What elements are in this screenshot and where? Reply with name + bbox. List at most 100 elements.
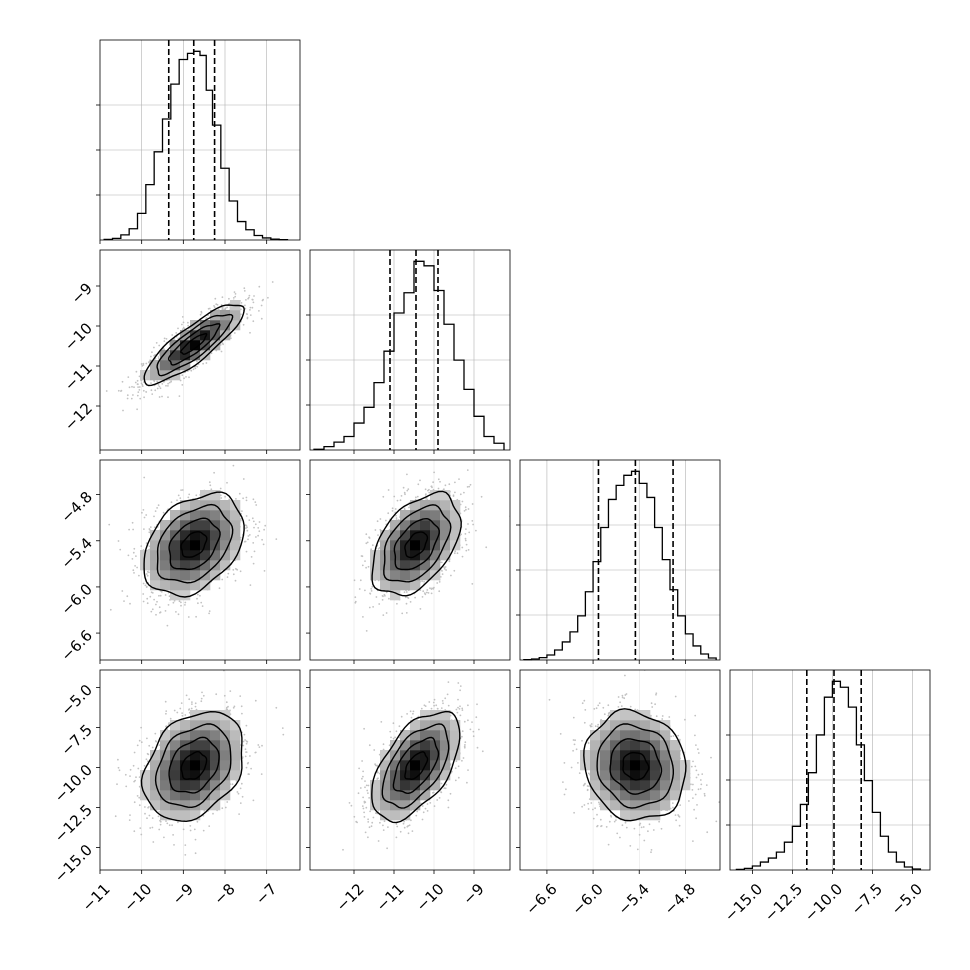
density-cell [180, 780, 191, 791]
density-cell [430, 560, 441, 571]
density-cell [410, 530, 421, 541]
density-cell [230, 740, 241, 751]
y-tick-label: −10 [61, 319, 96, 354]
density-cell [150, 580, 161, 591]
density-cell [160, 770, 171, 781]
contour-line [168, 736, 220, 794]
density-cell [640, 760, 651, 771]
density-cell [660, 760, 671, 771]
density-cell [170, 580, 181, 591]
density-cell [430, 540, 441, 551]
density-cell [620, 730, 631, 741]
density-cell [670, 750, 681, 761]
density-cell [170, 730, 181, 741]
density-cell [410, 780, 421, 791]
density-cell [400, 740, 411, 751]
density-cell [160, 810, 171, 821]
density-cell [420, 730, 431, 741]
density-cell [150, 770, 161, 781]
density-cell [590, 730, 601, 741]
density-cell [170, 570, 181, 581]
x-tick-label: −15.0 [721, 880, 766, 925]
density-cell [400, 810, 411, 821]
density-cell [640, 780, 651, 791]
density-cell [660, 800, 671, 811]
density-cell [630, 760, 641, 771]
histogram-step-line [103, 50, 289, 241]
density-cell [160, 550, 171, 561]
density-cell [590, 740, 601, 751]
density-cell [190, 510, 201, 521]
density-cell [420, 790, 431, 801]
density-cell [620, 720, 631, 731]
density-cell [420, 550, 431, 561]
density-cell [400, 580, 411, 591]
density-cell [230, 540, 241, 551]
density-cell [410, 720, 421, 731]
density-cell [420, 710, 431, 721]
density-cell [200, 730, 211, 741]
joint-panel-content [353, 460, 510, 660]
density-cell [190, 350, 201, 361]
density-cell [160, 350, 171, 361]
y-tick-label: −11 [61, 359, 96, 394]
density-cell [630, 810, 641, 821]
density-cell [390, 590, 401, 601]
density-cell [430, 730, 441, 741]
density-cell [140, 770, 151, 781]
contour-line [156, 503, 234, 584]
density-cell [390, 780, 401, 791]
density-cell [440, 490, 451, 501]
density-cell [670, 740, 681, 751]
density-cell [210, 740, 221, 751]
x-tick-label: −4.8 [661, 880, 699, 918]
density-cell [160, 560, 171, 571]
density-cell [180, 580, 191, 591]
density-cell [200, 750, 211, 761]
density-cell [230, 310, 241, 321]
density-cell [180, 500, 191, 511]
density-cell [150, 530, 161, 541]
density-cell [670, 770, 681, 781]
x-tick-label: −11 [79, 880, 114, 915]
density-cell [190, 790, 201, 801]
density-cell [610, 750, 621, 761]
density-cell [450, 520, 461, 531]
density-cell [610, 740, 621, 751]
density-cell [440, 500, 451, 511]
density-cell [410, 570, 421, 581]
density-cell [400, 530, 411, 541]
y-tick-label: −6.6 [58, 626, 96, 664]
density-cell [590, 790, 601, 801]
density-cell [220, 500, 231, 511]
density-cell [390, 760, 401, 771]
density-cell [210, 760, 221, 771]
density-cell [440, 550, 451, 561]
density-cell [410, 790, 421, 801]
density-cell [660, 750, 671, 761]
density-cell [170, 340, 181, 351]
density-cell [150, 540, 161, 551]
density-cell [170, 550, 181, 561]
density-cell [600, 790, 611, 801]
density-cell [600, 730, 611, 741]
density-cell [580, 750, 591, 761]
density-cell [650, 790, 661, 801]
density-cell [400, 520, 411, 531]
density-cell [410, 550, 421, 561]
density-cell [600, 770, 611, 781]
density-cell [420, 740, 431, 751]
density-cell [380, 760, 391, 771]
density-cell [660, 740, 671, 751]
density-cell [640, 720, 651, 731]
density-cell [660, 780, 671, 791]
density-cell [160, 580, 171, 591]
density-cell [450, 510, 461, 521]
density-cell [230, 750, 241, 761]
x-tick-label: −10.0 [801, 880, 846, 925]
panel-frame [309, 459, 511, 661]
contour-line [383, 504, 452, 583]
joint-panel-content [342, 670, 484, 870]
density-cell [210, 310, 221, 321]
density-cell [210, 510, 221, 521]
